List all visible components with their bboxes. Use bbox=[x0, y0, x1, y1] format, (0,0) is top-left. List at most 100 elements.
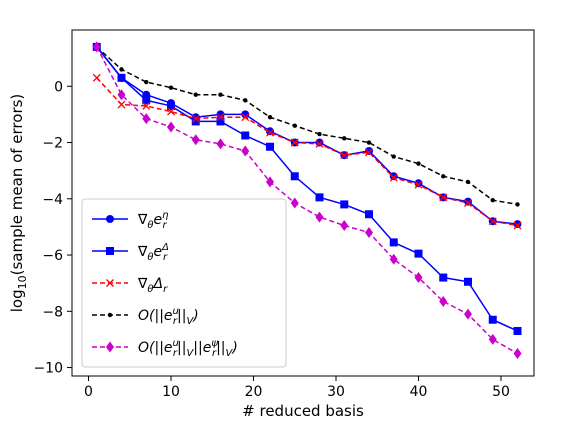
legend-label-part: r bbox=[163, 252, 168, 263]
legend-label-part: Δ bbox=[161, 242, 169, 253]
data-point bbox=[168, 85, 174, 90]
y-axis-label-rest: (sample mean of errors) bbox=[8, 94, 26, 276]
data-point bbox=[441, 174, 446, 179]
legend-label-part: ) bbox=[231, 340, 237, 356]
data-point bbox=[315, 193, 324, 202]
data-point bbox=[340, 220, 349, 232]
series-line bbox=[96, 77, 518, 227]
legend-label-part: V bbox=[186, 348, 194, 359]
data-point bbox=[191, 117, 200, 126]
legend-label-part: r bbox=[162, 220, 167, 231]
data-point bbox=[241, 145, 250, 157]
legend-label-part: r bbox=[163, 284, 168, 295]
axes-ticks: 0 10 20 30 40 50 0 −2 −4 −6 −8 −10 bbox=[33, 79, 509, 400]
data-point bbox=[216, 110, 225, 119]
data-point bbox=[416, 161, 421, 166]
data-point bbox=[193, 92, 198, 97]
legend-label: ∇θΔr bbox=[137, 276, 168, 295]
data-point bbox=[439, 295, 448, 307]
y-tick-label: 0 bbox=[54, 79, 63, 95]
legend-marker bbox=[106, 247, 114, 255]
data-point bbox=[389, 238, 398, 247]
legend-label-part: r bbox=[173, 348, 178, 359]
data-point bbox=[290, 197, 299, 209]
legend-label-part: ∇ bbox=[137, 244, 148, 260]
legend-label-part: θ bbox=[147, 284, 153, 295]
series-4 bbox=[94, 44, 520, 207]
legend-label: ∇θeη r bbox=[137, 210, 168, 231]
data-point bbox=[315, 138, 324, 147]
data-point bbox=[414, 179, 423, 188]
series-3 bbox=[92, 73, 522, 230]
series-line bbox=[96, 46, 518, 332]
data-point bbox=[167, 107, 175, 116]
data-point bbox=[342, 136, 347, 141]
x-tick-label: 20 bbox=[245, 384, 263, 400]
series-line bbox=[96, 46, 518, 206]
legend-label-part: || bbox=[216, 340, 225, 356]
y-tick-label: −2 bbox=[42, 136, 63, 152]
legend-label-part: ||e bbox=[193, 340, 211, 356]
data-point bbox=[315, 211, 324, 223]
data-point bbox=[243, 98, 248, 103]
data-point bbox=[142, 101, 151, 110]
y-tick-label: −8 bbox=[42, 304, 63, 320]
data-point bbox=[266, 142, 274, 151]
legend-label: ∇θeΔ r bbox=[137, 242, 169, 263]
data-point bbox=[266, 176, 274, 188]
legend-marker bbox=[107, 312, 113, 318]
data-point bbox=[167, 101, 175, 110]
legend-label-part: ) bbox=[192, 308, 198, 324]
series-5 bbox=[92, 41, 522, 359]
data-point bbox=[340, 200, 349, 209]
legend-box bbox=[81, 198, 287, 368]
legend-label-part: ∇ bbox=[137, 276, 148, 292]
plot-frame bbox=[71, 29, 535, 377]
data-point bbox=[365, 146, 373, 155]
data-point bbox=[389, 173, 398, 182]
data-point bbox=[340, 151, 349, 160]
y-tick-label: −4 bbox=[42, 192, 63, 208]
data-point bbox=[513, 220, 522, 229]
legend-label-part: ∇ bbox=[137, 212, 148, 228]
data-point bbox=[142, 96, 151, 105]
data-point bbox=[292, 123, 297, 128]
data-point bbox=[191, 114, 200, 123]
legend-label-part: η bbox=[162, 210, 168, 221]
legend-marker bbox=[106, 215, 114, 223]
data-point bbox=[513, 221, 522, 230]
data-point bbox=[191, 134, 200, 146]
data-point bbox=[490, 197, 495, 203]
legend-label-part: e bbox=[154, 244, 163, 260]
data-point bbox=[117, 73, 126, 82]
data-point bbox=[119, 67, 124, 72]
legend-label-part: || bbox=[177, 340, 186, 356]
legend-marker bbox=[106, 279, 114, 287]
data-point bbox=[266, 128, 274, 137]
legend-label-part: θ bbox=[147, 220, 153, 231]
legend-label-part: || bbox=[177, 308, 186, 324]
y-tick-label: −10 bbox=[33, 361, 63, 377]
y-tick-label: −6 bbox=[42, 248, 63, 264]
data-point bbox=[391, 154, 396, 159]
legend-label-part: θ bbox=[147, 252, 153, 263]
legend-label: O(||eu r||V||eψ r||V) bbox=[138, 338, 238, 359]
legend-label-part: r bbox=[173, 316, 178, 327]
data-point bbox=[365, 227, 373, 239]
series-2 bbox=[92, 42, 522, 335]
data-point bbox=[414, 272, 423, 284]
data-point bbox=[389, 253, 398, 265]
x-tick-label: 50 bbox=[492, 384, 510, 400]
legend-label-part: O(||e bbox=[138, 340, 173, 356]
legend-label-part: Δ bbox=[153, 276, 164, 292]
data-point bbox=[218, 92, 223, 97]
x-tick-label: 40 bbox=[410, 384, 428, 400]
data-point bbox=[241, 110, 250, 119]
legend-label-part: ψ bbox=[211, 338, 218, 349]
data-point bbox=[117, 100, 126, 109]
legend-label-part: V bbox=[186, 316, 194, 327]
data-point bbox=[513, 326, 522, 335]
data-point bbox=[315, 139, 324, 148]
data-point bbox=[365, 148, 373, 157]
data-point bbox=[317, 131, 322, 137]
